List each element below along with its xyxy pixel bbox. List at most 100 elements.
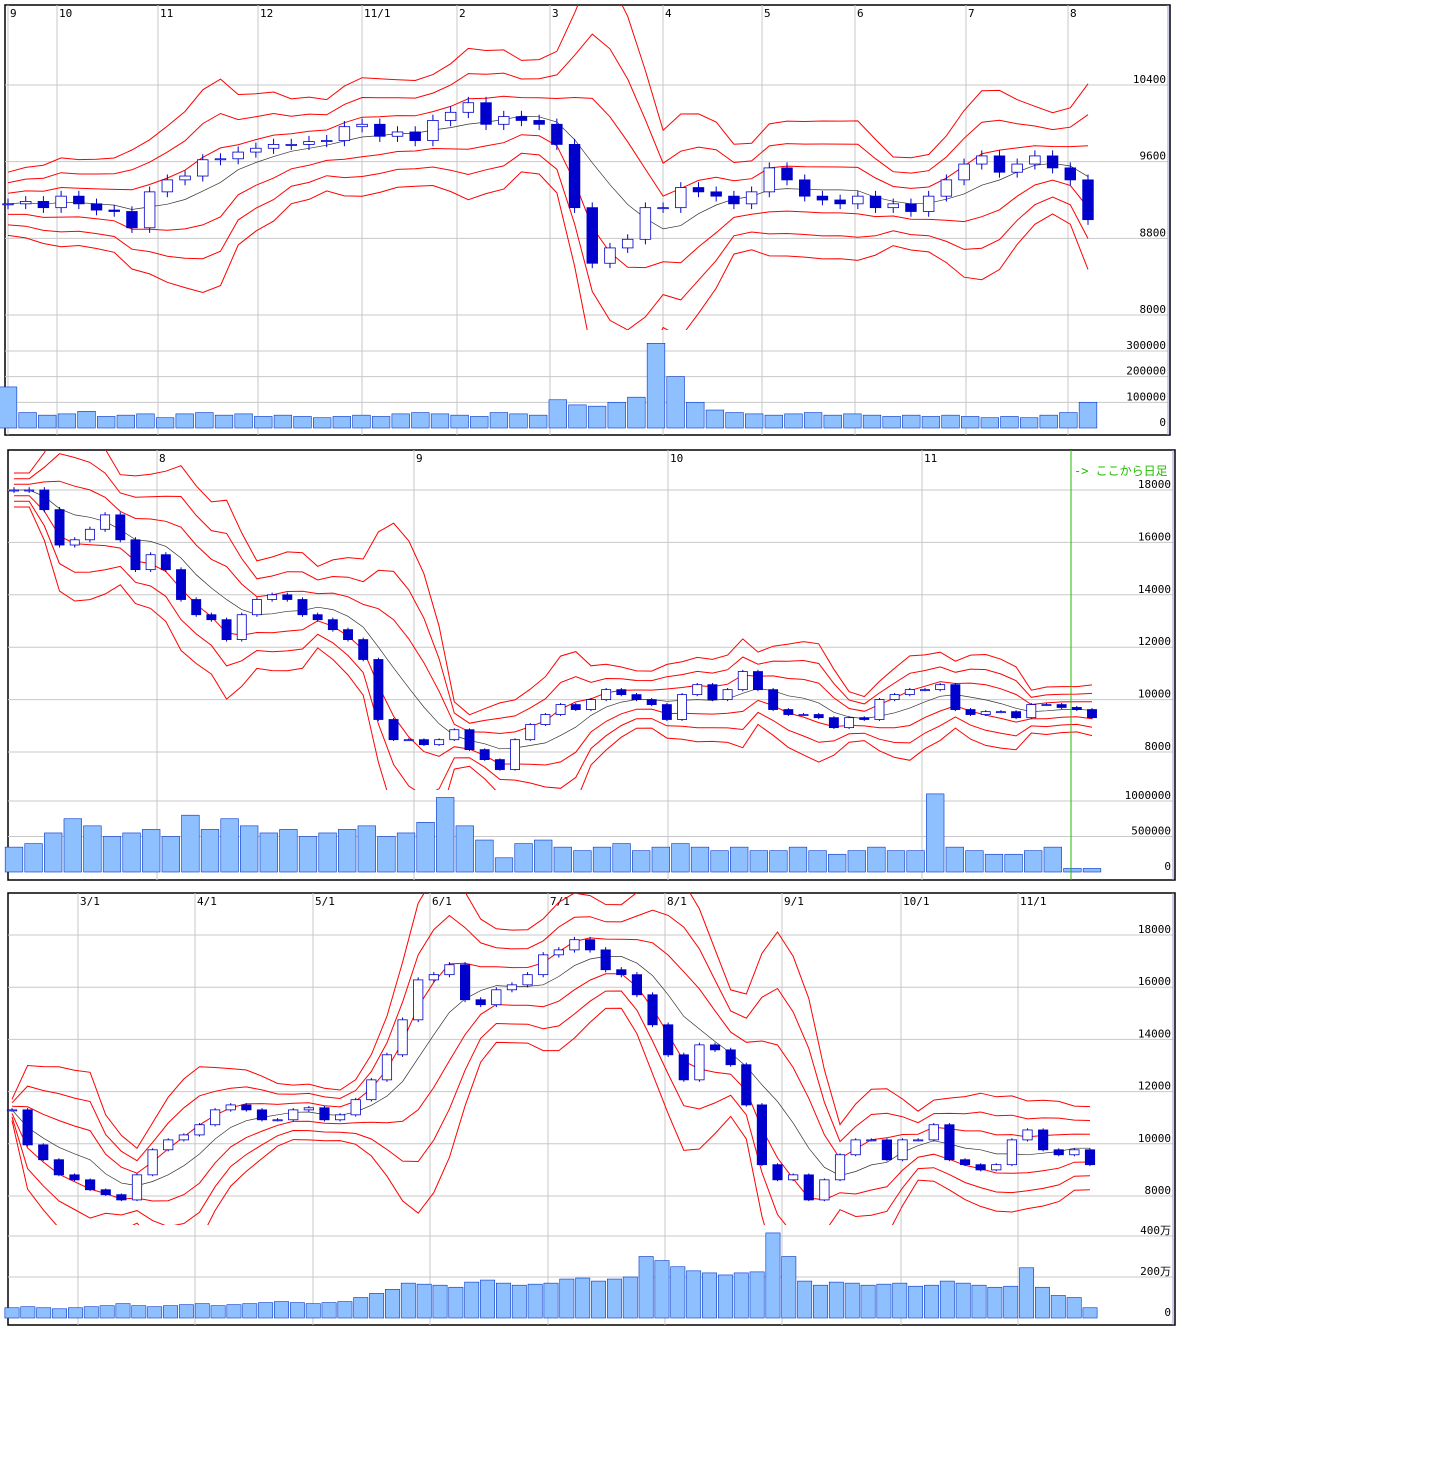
volume-bar: [823, 414, 842, 429]
candle-down: [725, 1049, 736, 1066]
volume-bar: [906, 850, 925, 873]
volume-bar: [784, 413, 803, 429]
candle-up: [9, 489, 19, 492]
volume-bar: [514, 843, 533, 873]
x-tick-label: 9: [10, 7, 17, 20]
candle-down: [661, 704, 672, 720]
volume-bar: [941, 414, 960, 429]
candle-down: [160, 554, 171, 571]
candle-down: [678, 1054, 689, 1081]
candle-up: [525, 724, 536, 741]
candle-up: [236, 614, 247, 641]
bollinger-bands: [7, 5, 1089, 330]
candle-up: [995, 711, 1006, 714]
volume-bar: [83, 1306, 99, 1319]
volume-bar: [352, 414, 371, 429]
candle-down: [834, 199, 846, 205]
volume-bar: [396, 832, 416, 873]
candle-up: [991, 1164, 1002, 1171]
volume-bar: [984, 853, 1004, 873]
candle-down: [22, 1109, 33, 1146]
volume-bar: [892, 1282, 908, 1319]
candle-up: [913, 1139, 924, 1142]
volume-bar: [573, 850, 592, 873]
candle-up: [2, 203, 14, 206]
volume-bar: [607, 402, 626, 429]
volume-bar: [234, 413, 253, 429]
candle-down: [756, 1104, 767, 1166]
candle-down: [1071, 707, 1082, 710]
candle-up: [555, 704, 566, 715]
x-tick-label: 11: [924, 452, 937, 465]
volume-bar: [131, 1305, 147, 1319]
volume-bar: [274, 1301, 289, 1319]
bollinger-band-plus2sigma: [14, 453, 1093, 724]
bollinger-band-plus3sigma: [14, 450, 1093, 716]
candle-up: [498, 116, 510, 125]
candle-down: [37, 201, 50, 209]
candle-up: [251, 599, 262, 616]
candle-down: [374, 123, 386, 137]
volume-bar: [18, 412, 37, 429]
candle-down: [944, 1124, 955, 1161]
volume-bar: [357, 825, 376, 873]
volume-bar: [705, 409, 725, 429]
candle-up: [677, 694, 688, 720]
bollinger-band-minus2sigma: [14, 500, 1093, 790]
volume-bar: [939, 1280, 955, 1319]
volume-bar: [671, 843, 690, 873]
candle-up: [179, 175, 191, 181]
candle-down: [768, 689, 779, 710]
volume-bar: [876, 1283, 892, 1319]
volume-bar: [710, 850, 729, 873]
candle-down: [479, 749, 490, 760]
candle-up: [922, 195, 935, 212]
candle-up: [6, 1109, 18, 1112]
volume-bar: [289, 1302, 305, 1319]
volume-tick-label: 0: [1164, 1306, 1171, 1319]
x-tick-label: 5/1: [315, 895, 335, 908]
bollinger-band-minus3sigma: [11, 1007, 1091, 1225]
candle-down: [53, 1159, 64, 1176]
candle-up: [391, 131, 404, 137]
candle-up: [434, 739, 445, 746]
volume-bar: [97, 416, 116, 429]
volume-bar: [987, 1286, 1003, 1319]
volume-bar: [548, 399, 567, 429]
candle-up: [24, 489, 35, 492]
candle-down: [459, 964, 471, 1001]
daily-start-annotation: -> ここから日足: [1074, 464, 1168, 478]
candle-up: [874, 699, 885, 720]
candle-down: [1011, 711, 1022, 719]
candle-down: [282, 594, 293, 600]
candle-down: [1056, 704, 1067, 708]
bollinger-band-minus2sigma: [7, 152, 1089, 330]
volume-bar: [745, 413, 764, 429]
volume-bar: [67, 1307, 83, 1319]
volume-bar: [945, 846, 964, 873]
volume-bar: [194, 1303, 210, 1319]
volume-bar: [961, 416, 980, 429]
candle-up: [428, 974, 439, 981]
candle-down: [584, 939, 596, 951]
candle-down: [551, 123, 563, 145]
volume-bar: [965, 850, 984, 873]
volume-tick-label: 0: [1164, 860, 1171, 873]
candle-up: [540, 714, 551, 725]
plot-frame: [7, 892, 1176, 1326]
candle-down: [647, 994, 658, 1026]
volume-bar: [494, 857, 514, 873]
volume-bar: [813, 1284, 828, 1319]
candle-up: [366, 1079, 377, 1101]
volume-bar: [828, 1281, 844, 1319]
candle-down: [418, 739, 429, 746]
volume-bar: [882, 416, 901, 429]
volume-tick-label: 100000: [1126, 390, 1166, 403]
volume-bar: [240, 825, 259, 873]
candle-up: [621, 238, 634, 249]
candle-down: [631, 974, 643, 996]
candle-up: [272, 1119, 283, 1122]
volume-bar: [606, 1278, 622, 1319]
volume-bar: [385, 1289, 400, 1319]
volume-bar: [1024, 850, 1043, 873]
